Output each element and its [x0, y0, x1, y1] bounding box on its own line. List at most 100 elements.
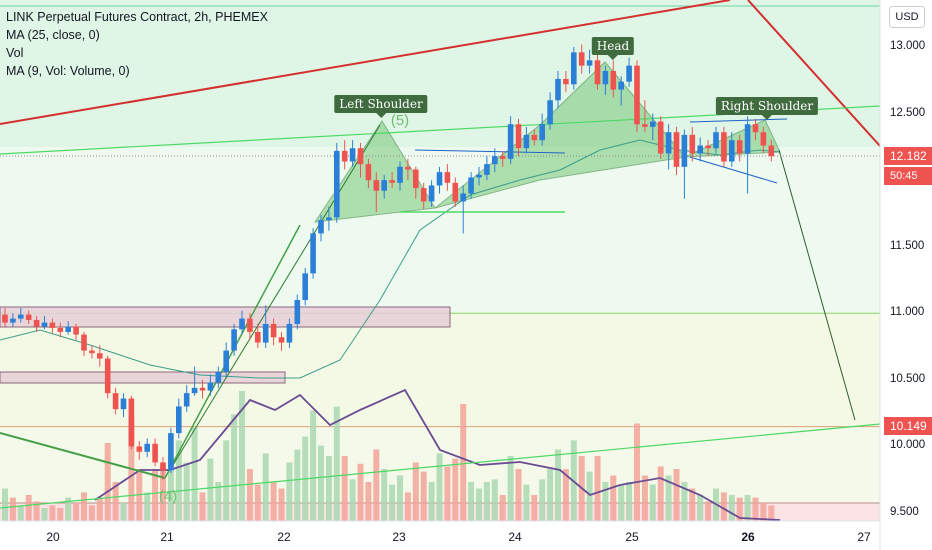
last-price-tag: 12.182 [884, 147, 932, 165]
candle-body [318, 220, 324, 234]
candle-body [697, 145, 703, 154]
candle-body [18, 314, 24, 319]
volume-bar [25, 495, 32, 521]
candle-body [136, 446, 143, 452]
volume-bar [278, 488, 285, 521]
green-impulse [164, 224, 301, 479]
volume-bar [673, 469, 680, 521]
volume-bar [160, 466, 166, 521]
time-tick-label: 22 [277, 530, 291, 544]
volume-bar [104, 443, 111, 521]
volume-bar [262, 453, 269, 521]
legend-vol[interactable]: Vol [6, 46, 24, 60]
volume-bar [562, 469, 569, 521]
candle-body [397, 166, 403, 183]
volume-bar [602, 482, 609, 521]
candle-body [2, 314, 8, 323]
candle-body [586, 60, 593, 66]
volume-bar [49, 505, 56, 521]
candle-body [81, 334, 87, 351]
candle-body [736, 140, 743, 154]
volume-bar [649, 484, 656, 521]
volume-bar [626, 482, 633, 521]
volume-bar [594, 456, 601, 521]
candle-body [729, 140, 735, 162]
candle-body [752, 124, 759, 133]
candle-body [721, 132, 727, 162]
volume-bar [357, 463, 364, 521]
candle-body [120, 398, 127, 410]
candle-body [468, 177, 474, 194]
volume-bar [223, 440, 230, 521]
volume-bar [397, 475, 403, 521]
candle-body [673, 132, 680, 167]
ma-25-line [0, 139, 781, 379]
volume-bar [2, 488, 8, 521]
candle-body [341, 150, 348, 162]
candle-body [160, 462, 166, 471]
time-tick-label: 21 [160, 530, 174, 544]
left-shoulder-triangle [313, 120, 436, 223]
volume-bar [294, 449, 301, 521]
candle-body [452, 182, 459, 202]
candle-body [539, 124, 545, 141]
candle-body [41, 322, 48, 327]
volume-bar [96, 497, 103, 521]
volume-bar [152, 469, 159, 521]
countdown-tag: 50:45 [884, 167, 932, 185]
volume-bar [120, 502, 127, 521]
volume-bar [65, 497, 72, 521]
supply-zone [0, 306, 451, 328]
candle-body [302, 273, 308, 300]
volume-bar [547, 469, 554, 521]
volume-bar [381, 469, 388, 521]
candle-body [642, 124, 648, 127]
volume-bar [586, 471, 593, 521]
volume-bar [389, 484, 396, 521]
candle-body [705, 145, 711, 149]
candle-body [349, 148, 356, 162]
candle-body [768, 145, 775, 157]
candle-body [618, 81, 624, 90]
candle-body [270, 323, 277, 338]
candle-body [10, 318, 16, 323]
candle-body [476, 174, 482, 178]
candle-body [665, 132, 672, 154]
candle-body [176, 406, 182, 434]
candle-body [460, 193, 466, 202]
volume-bar [57, 508, 64, 521]
volume-bar [17, 505, 24, 521]
volume-bar [215, 482, 222, 521]
volume-bar [365, 482, 372, 521]
volume-bar [404, 492, 411, 521]
candle-body [594, 60, 601, 85]
candle-body [207, 382, 214, 391]
volume-bar [760, 502, 767, 521]
volume-bar [341, 456, 348, 521]
candle-body [128, 398, 135, 447]
volume-bar [254, 484, 261, 521]
candle-body [689, 134, 696, 154]
currency-selector[interactable]: USD [889, 6, 925, 28]
candle-body [436, 172, 443, 186]
volume-bar [634, 423, 640, 521]
candle-body [563, 78, 569, 85]
volume-bar [81, 492, 87, 521]
price-tick-label: 9.500 [890, 506, 919, 518]
candle-body [334, 150, 340, 218]
legend-title: LINK Perpetual Futures Contract, 2h, PHE… [6, 10, 268, 24]
candle-body [381, 180, 387, 191]
candle-body [239, 318, 245, 330]
volume-bar [286, 462, 293, 521]
volume-bar [444, 466, 451, 521]
volume-bar [483, 482, 490, 521]
volume-bar [183, 462, 190, 521]
candle-body [484, 164, 490, 175]
legend-ma[interactable]: MA (25, close, 0) [6, 28, 100, 42]
legend-vol-ma[interactable]: MA (9, Vol: Volume, 0) [6, 64, 130, 78]
candle-body [247, 318, 253, 332]
candle-body [634, 65, 640, 125]
volume-bar [720, 492, 727, 521]
